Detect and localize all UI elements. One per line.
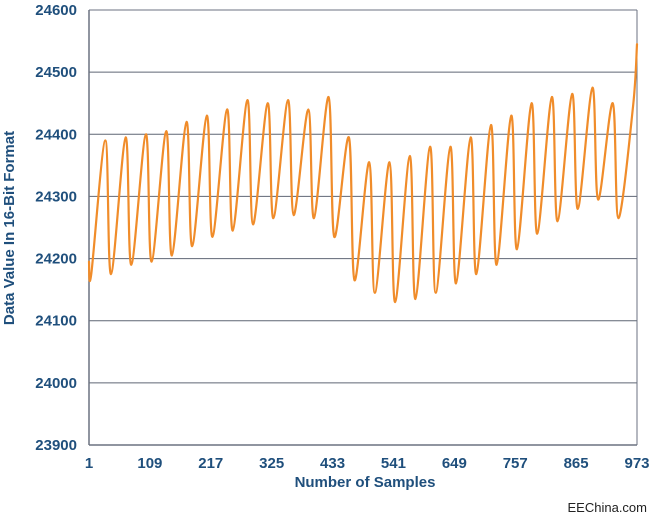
plot-area (89, 10, 637, 445)
y-tick-labels: 23900 24000 24100 24200 24300 24400 24500 24600 (35, 2, 77, 454)
x-tick-label: 109 (137, 455, 162, 472)
y-axis-label: Data Value In 16-Bit Format (1, 131, 18, 325)
axes (88, 9, 638, 446)
grid-lines (89, 71, 637, 384)
y-tick-label: 24000 (35, 375, 77, 392)
x-tick-label: 217 (198, 455, 223, 472)
series-line (87, 43, 639, 304)
x-tick-label: 325 (259, 455, 284, 472)
x-tick-labels: 1 109 217 325 433 541 649 757 865 973 (85, 455, 650, 472)
y-tick-label: 24400 (35, 126, 77, 143)
x-tick-label: 541 (381, 455, 406, 472)
y-tick-label: 24300 (35, 188, 77, 205)
y-tick-label: 23900 (35, 437, 77, 454)
watermark: EEChina.com (567, 500, 647, 515)
x-tick-label: 649 (442, 455, 467, 472)
x-tick-label: 433 (320, 455, 345, 472)
x-tick-label: 757 (503, 455, 528, 472)
x-tick-label: 973 (624, 455, 649, 472)
x-tick-label: 865 (564, 455, 589, 472)
y-tick-label: 24500 (35, 64, 77, 81)
y-tick-label: 24600 (35, 2, 77, 19)
x-axis-label: Number of Samples (295, 474, 436, 491)
y-tick-label: 24100 (35, 313, 77, 330)
x-tick-label: 1 (85, 455, 93, 472)
y-tick-label: 24200 (35, 251, 77, 268)
